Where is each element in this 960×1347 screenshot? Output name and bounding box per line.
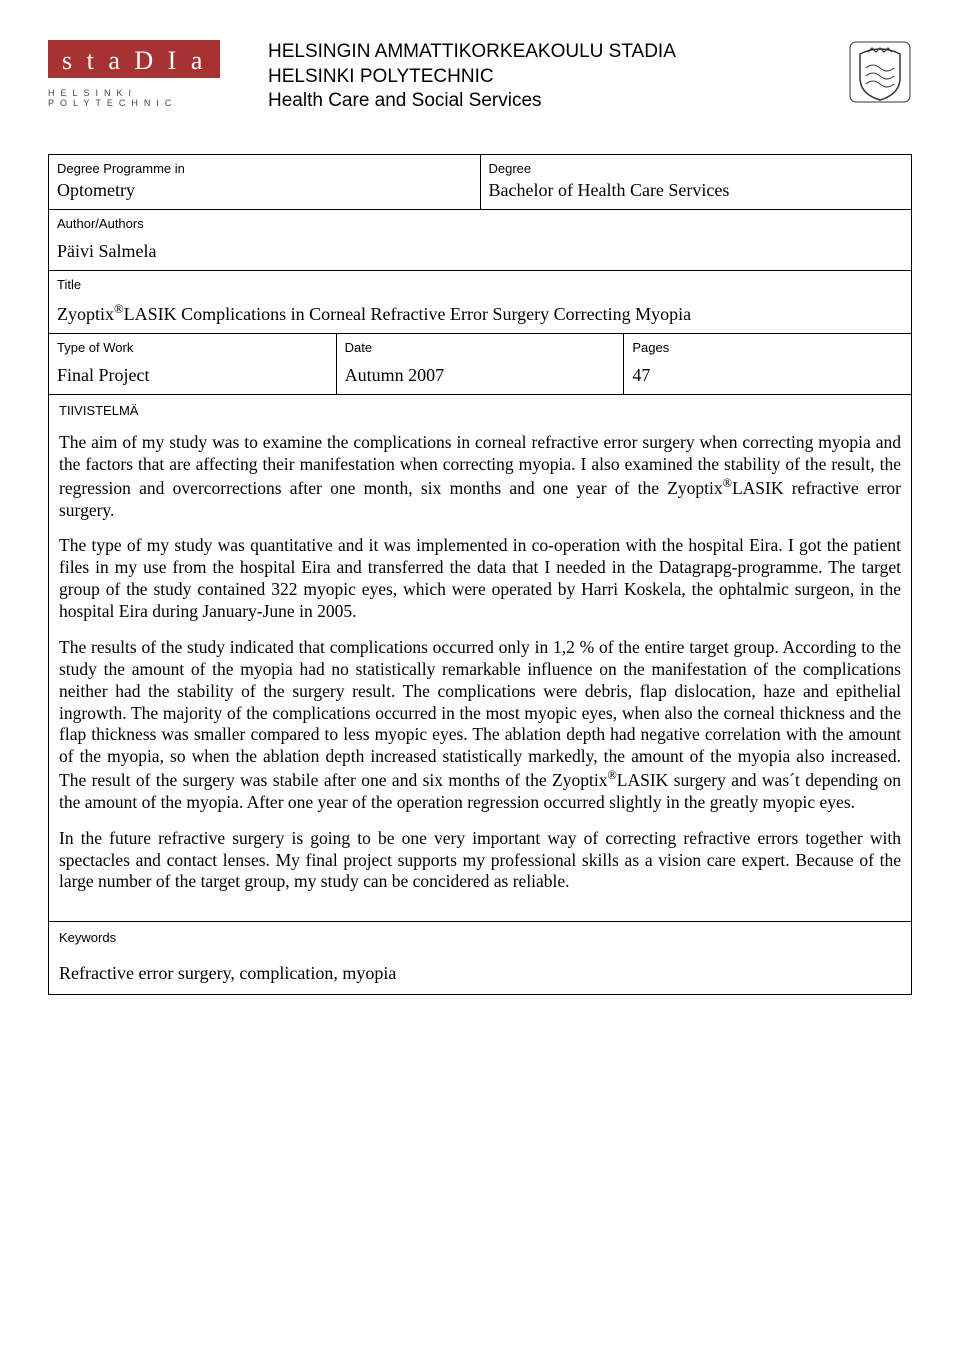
abstract-body: The aim of my study was to examine the c…	[59, 432, 901, 893]
abstract-p1: The aim of my study was to examine the c…	[59, 432, 901, 521]
logo-block: s t a D I a HELSINKI POLYTECHNIC	[48, 40, 268, 108]
institution-line-1: HELSINGIN AMMATTIKORKEAKOULU STADIA	[268, 40, 838, 65]
title-pre: Zyoptix	[57, 304, 114, 324]
title-label: Title	[57, 277, 903, 292]
degree-value: Bachelor of Health Care Services	[489, 180, 904, 201]
institution-text: HELSINGIN AMMATTIKORKEAKOULU STADIA HELS…	[268, 40, 838, 114]
pages-cell: Pages 47	[623, 334, 911, 394]
keywords-label: Keywords	[59, 930, 396, 945]
institution-line-2: HELSINKI POLYTECHNIC	[268, 65, 838, 90]
logo-main-text: s t a D I a	[62, 46, 206, 76]
title-cell: Title Zyoptix®LASIK Complications in Cor…	[49, 271, 911, 333]
page-header: s t a D I a HELSINKI POLYTECHNIC HELSING…	[48, 40, 912, 114]
keywords-cell: Keywords Refractive error surgery, compl…	[49, 922, 406, 994]
type-cell: Type of Work Final Project	[49, 334, 336, 394]
date-value: Autumn 2007	[345, 365, 616, 386]
type-label: Type of Work	[57, 340, 328, 355]
author-value: Päivi Salmela	[57, 241, 903, 262]
abstract-p4: In the future refractive surgery is goin…	[59, 828, 901, 894]
degree-programme-cell: Degree Programme in Optometry	[49, 155, 480, 209]
crest-icon	[848, 40, 912, 104]
date-cell: Date Autumn 2007	[336, 334, 624, 394]
abstract-p1-sup: ®	[723, 476, 732, 490]
author-cell: Author/Authors Päivi Salmela	[49, 210, 911, 270]
pages-label: Pages	[632, 340, 903, 355]
author-label: Author/Authors	[57, 216, 903, 231]
abstract-label: TIIVISTELMÄ	[59, 403, 901, 418]
date-label: Date	[345, 340, 616, 355]
degree-programme-value: Optometry	[57, 180, 472, 201]
title-value: Zyoptix®LASIK Complications in Corneal R…	[57, 302, 903, 325]
logo-sub-text: HELSINKI POLYTECHNIC	[48, 88, 268, 108]
institution-line-3: Health Care and Social Services	[268, 89, 838, 114]
metadata-table: Degree Programme in Optometry Degree Bac…	[48, 154, 912, 995]
logo-box: s t a D I a	[48, 40, 220, 78]
abstract-p3: The results of the study indicated that …	[59, 637, 901, 814]
title-post: LASIK Complications in Corneal Refractiv…	[124, 304, 692, 324]
degree-cell: Degree Bachelor of Health Care Services	[480, 155, 912, 209]
degree-programme-label: Degree Programme in	[57, 161, 472, 176]
abstract-p2: The type of my study was quantitative an…	[59, 535, 901, 623]
pages-value: 47	[632, 365, 903, 386]
keywords-value: Refractive error surgery, complication, …	[59, 963, 396, 984]
abstract-p3-sup: ®	[607, 768, 616, 782]
degree-label: Degree	[489, 161, 904, 176]
abstract-p3a: The results of the study indicated that …	[59, 637, 901, 790]
type-value: Final Project	[57, 365, 328, 386]
title-sup: ®	[114, 302, 124, 316]
abstract-cell: TIIVISTELMÄ The aim of my study was to e…	[49, 395, 911, 921]
